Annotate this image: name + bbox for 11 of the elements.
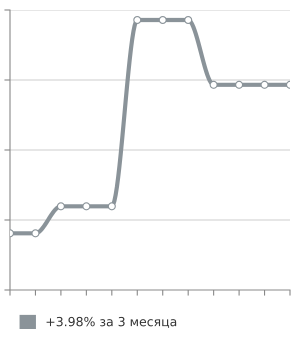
point [260,80,269,89]
point [31,229,40,238]
point [184,16,192,24]
point [108,202,116,210]
legend-label: +3.98% за 3 месяца [46,316,176,328]
point [133,16,142,24]
point [158,16,167,24]
point [210,80,218,89]
point [82,202,90,210]
point [235,80,244,89]
point [56,202,65,210]
